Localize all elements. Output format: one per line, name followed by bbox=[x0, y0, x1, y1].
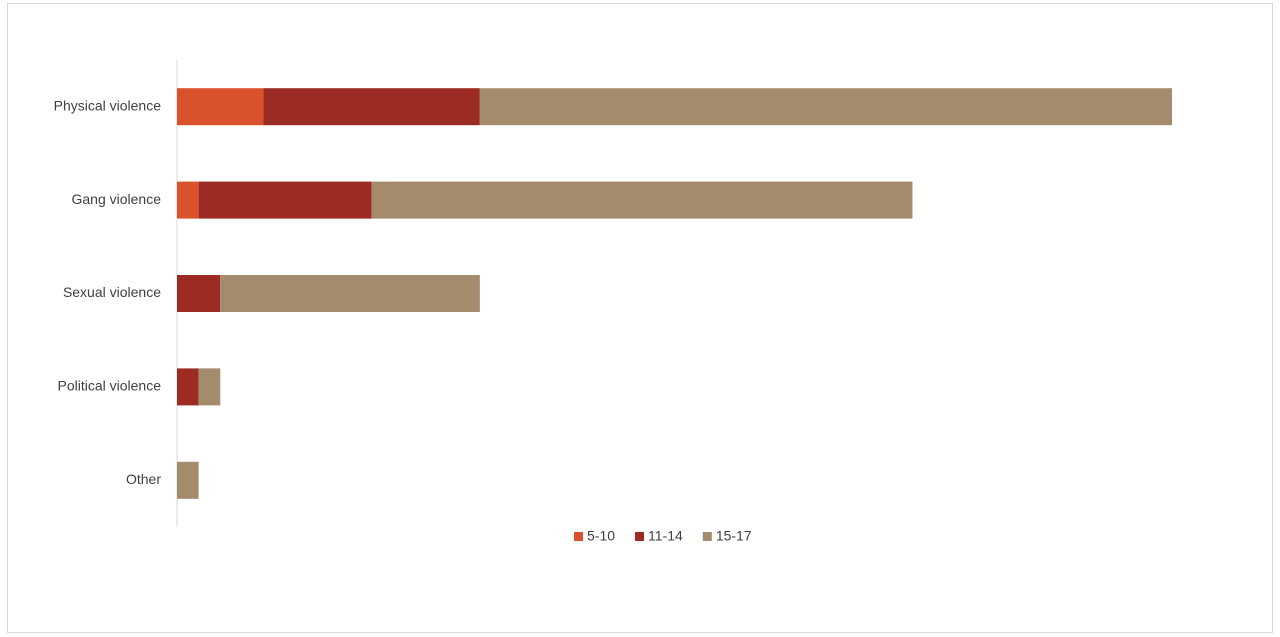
bar-segment bbox=[177, 461, 199, 499]
y-tick-label: Political violence bbox=[58, 378, 162, 394]
legend-swatch bbox=[702, 532, 712, 541]
y-tick-label: Physical violence bbox=[54, 97, 162, 113]
legend-swatch bbox=[574, 532, 583, 541]
legend-label: 11-14 bbox=[648, 528, 683, 544]
y-tick-label: Gang violence bbox=[71, 191, 161, 207]
legend-swatch bbox=[635, 532, 645, 541]
legend-label: 5-10 bbox=[587, 528, 615, 544]
bar-segment bbox=[263, 88, 480, 126]
y-tick-label: Other bbox=[126, 471, 161, 487]
bar-segment bbox=[177, 368, 199, 406]
bar-segment bbox=[220, 275, 480, 312]
bar-segment bbox=[371, 181, 913, 219]
bar-segment bbox=[198, 181, 372, 219]
y-tick-label: Sexual violence bbox=[63, 284, 161, 300]
legend-label: 15-17 bbox=[716, 528, 752, 544]
bar-segment bbox=[177, 88, 264, 126]
bar-segment bbox=[198, 368, 221, 406]
bar-segment bbox=[177, 181, 199, 219]
bar-segment bbox=[177, 275, 221, 312]
bar-segment bbox=[479, 88, 1173, 126]
